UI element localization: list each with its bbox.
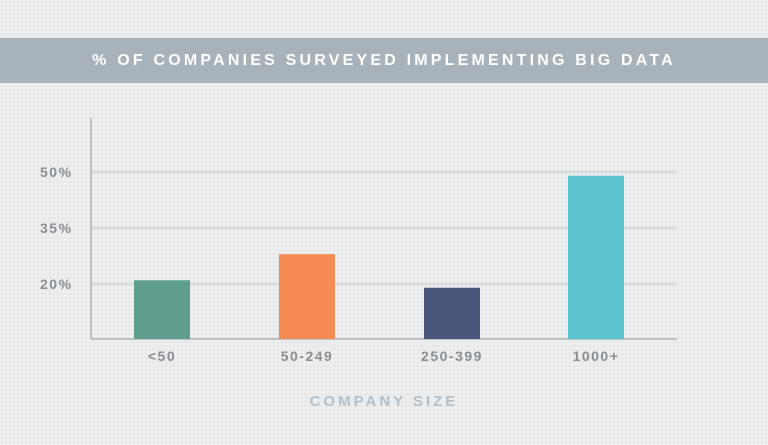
- bar: [568, 175, 624, 339]
- x-tick-label: 250-399: [421, 348, 483, 364]
- x-axis-title: COMPANY SIZE: [309, 393, 459, 410]
- y-tick-label: 20%: [40, 276, 73, 292]
- x-tick-label: 1000+: [573, 348, 620, 364]
- chart-title: % OF COMPANIES SURVEYED IMPLEMENTING BIG…: [92, 51, 676, 69]
- x-tick-label: 50-249: [281, 348, 334, 364]
- labels: 20% 35% 50% <50 50-249 250-399 1000+: [40, 164, 620, 364]
- bar: [134, 280, 190, 339]
- y-tick-label: 50%: [40, 164, 73, 180]
- bar: [279, 254, 335, 339]
- chart-title-banner: % OF COMPANIES SURVEYED IMPLEMENTING BIG…: [0, 38, 768, 83]
- y-tick-label: 35%: [40, 220, 73, 236]
- bars: [134, 175, 624, 339]
- x-tick-label: <50: [148, 348, 176, 364]
- bar: [424, 287, 480, 339]
